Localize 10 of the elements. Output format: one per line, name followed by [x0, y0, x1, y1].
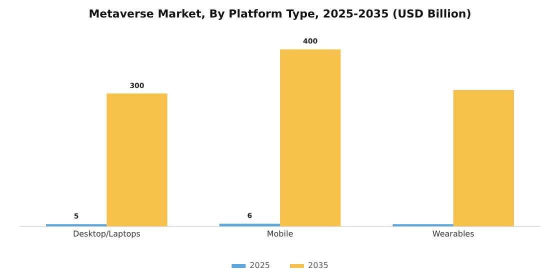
- bar: [106, 94, 168, 226]
- legend-label: 2035: [308, 261, 328, 270]
- x-tick-label: Mobile: [266, 229, 294, 238]
- bar: [280, 49, 341, 226]
- x-tick-label: Desktop/Laptops: [72, 229, 140, 238]
- bar: [453, 90, 514, 226]
- x-tick-label: Wearables: [432, 229, 474, 238]
- legend-label: 2025: [250, 261, 270, 270]
- bar: [219, 224, 280, 226]
- chart-title: Metaverse Market, By Platform Type, 2025-2035 (USD Billion): [88, 7, 472, 20]
